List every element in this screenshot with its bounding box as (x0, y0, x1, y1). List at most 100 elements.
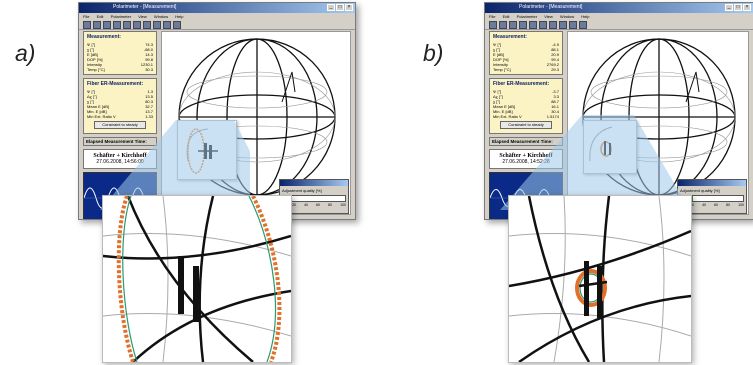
toolbar (485, 20, 753, 30)
row-value: 99.4 (551, 57, 559, 62)
stop-icon[interactable] (529, 20, 537, 29)
row-key: Min Ext. Ratio V (87, 114, 116, 119)
menu-polarimeter[interactable]: Polarimeter (516, 14, 538, 19)
row-key: χ [°] (87, 47, 95, 52)
help-icon[interactable] (579, 20, 587, 29)
row-value: 1230.1 (140, 62, 153, 67)
save-icon[interactable] (103, 20, 111, 29)
menu-polarimeter[interactable]: Polarimeter (110, 14, 132, 19)
menu-view[interactable]: View (138, 14, 147, 19)
row-value: 13.5 (145, 94, 153, 99)
tick-label: 60 (714, 203, 718, 207)
row-key: Ψ [°] (493, 42, 502, 47)
row-key: E [dB] (87, 52, 98, 57)
adjustment-label: Adjustment quality [%] (680, 188, 720, 193)
sphere-icon[interactable] (143, 20, 151, 29)
adjustment-title-bar (678, 180, 746, 186)
close-button[interactable]: × (345, 4, 353, 11)
row-value: 14.3 (145, 52, 153, 57)
save-icon[interactable] (509, 20, 517, 29)
chart-icon[interactable] (559, 20, 567, 29)
fiber-row: χ [°] 80.3 (87, 99, 153, 104)
row-key: Intensity (87, 62, 102, 67)
zoomed-sphere-a (103, 196, 291, 362)
row-value: 16.1 (551, 104, 559, 109)
row-key: Ψ [°] (493, 89, 502, 94)
measurement-box: Measurement: Ψ [°] 74.3 χ [°] -68.0 E [dB]… (83, 31, 157, 75)
app-window-a: Polarimeter - [Measurement] _ □ × File E… (78, 2, 356, 220)
settings-icon[interactable] (163, 20, 171, 29)
tick-label: 100 (738, 203, 744, 207)
window-title: Polarimeter - [Measurement] (113, 4, 177, 10)
fiber-row: Δχ [°] 13.5 (87, 94, 153, 99)
minimize-button[interactable]: _ (327, 4, 335, 11)
zoom-view-a (102, 195, 292, 363)
elapsed-time-label: Elapsed Measurement Time: (83, 137, 157, 146)
new-icon[interactable] (489, 20, 497, 29)
row-key: Min. E [dB] (493, 109, 513, 114)
measurement-row: Intensity 1230.1 (87, 62, 153, 67)
row-key: Mean E [dB] (87, 104, 110, 109)
company-name: Schäfter + Kirchhoff (499, 153, 553, 159)
sphere-icon[interactable] (549, 20, 557, 29)
row-value: 1.33 (145, 114, 153, 119)
menu-edit[interactable]: Edit (96, 14, 104, 19)
maximize-button[interactable]: □ (734, 4, 742, 11)
company-stamp: Schäfter + Kirchhoff 27.06.2008, 14:56:0… (83, 149, 157, 169)
axis-arrow (281, 71, 296, 103)
fiber-row: Ψ [°] 1.3 (87, 89, 153, 94)
play-icon[interactable] (519, 20, 527, 29)
fiber-title: Fiber ER-Measurement: (493, 81, 550, 87)
fiber-box: Fiber ER-Measurement: Ψ [°] 1.3 Δχ [°] 13.… (83, 78, 157, 134)
settings-icon[interactable] (569, 20, 577, 29)
row-value: -3.7 (552, 89, 559, 94)
stop-icon[interactable] (123, 20, 131, 29)
new-icon[interactable] (83, 20, 91, 29)
menu-file[interactable]: File (489, 14, 496, 19)
row-value: 32.7 (145, 104, 153, 109)
menu-window[interactable]: Window (153, 14, 169, 19)
menu-window[interactable]: Window (559, 14, 575, 19)
row-value: 13.7 (145, 109, 153, 114)
open-icon[interactable] (499, 20, 507, 29)
constraint-button[interactable]: Constraint to steady (94, 121, 146, 129)
record-icon[interactable] (539, 20, 547, 29)
row-key: Δχ [°] (493, 94, 503, 99)
adjustment-title-bar (280, 180, 348, 186)
panel-label-a: a) (15, 40, 36, 66)
minimize-button[interactable]: _ (725, 4, 733, 11)
menu-help[interactable]: Help (175, 14, 184, 19)
measurement-row: χ [°] -68.0 (87, 47, 153, 52)
fiber-box: Fiber ER-Measurement: Ψ [°] -3.7 Δχ [°] 3.… (489, 78, 563, 134)
window-title: Polarimeter - [Measurement] (519, 4, 583, 10)
row-value: 30.3 (145, 67, 153, 72)
row-value: 29.3 (551, 67, 559, 72)
open-icon[interactable] (93, 20, 101, 29)
row-key: Min Ext. Ratio V (493, 114, 522, 119)
play-icon[interactable] (113, 20, 121, 29)
fiber-row: Min Ext. Ratio V 1.33 (87, 114, 153, 119)
chart-icon[interactable] (153, 20, 161, 29)
measurement-row: Intensity 2769.2 (493, 62, 559, 67)
row-value: 88.1 (551, 47, 559, 52)
row-key: χ [°] (493, 99, 501, 104)
tick-label: 40 (702, 203, 706, 207)
maximize-button[interactable]: □ (336, 4, 344, 11)
menu-file[interactable]: File (83, 14, 90, 19)
row-value: 74.3 (145, 42, 153, 47)
constraint-button[interactable]: Constraint to steady (500, 121, 552, 129)
measurement-title: Measurement: (493, 34, 527, 40)
row-value: 80.3 (145, 99, 153, 104)
close-button[interactable]: × (743, 4, 751, 11)
menu-help[interactable]: Help (581, 14, 590, 19)
row-key: Intensity (493, 62, 508, 67)
help-icon[interactable] (173, 20, 181, 29)
record-icon[interactable] (133, 20, 141, 29)
menu-edit[interactable]: Edit (502, 14, 510, 19)
menu-view[interactable]: View (544, 14, 553, 19)
measurement-row: DOP [%] 99.4 (493, 57, 559, 62)
fiber-row: Min Ext. Ratio V 1.5174 (493, 114, 559, 119)
fiber-row: Ψ [°] -3.7 (493, 89, 559, 94)
tick-label: 60 (316, 203, 320, 207)
tick-label: 80 (328, 203, 333, 207)
